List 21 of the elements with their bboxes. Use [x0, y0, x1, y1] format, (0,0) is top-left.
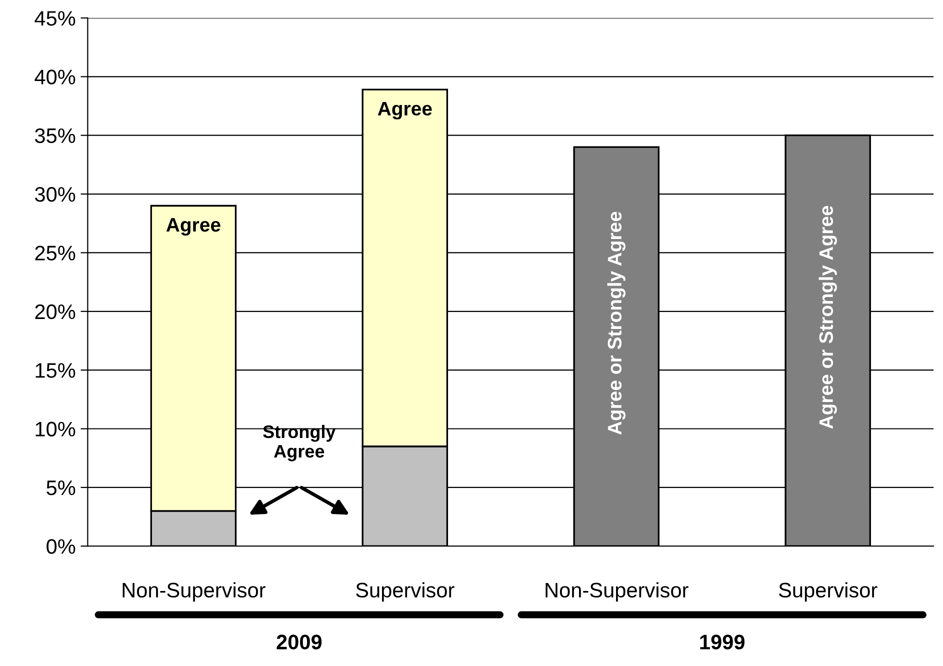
x-tick-label: Non-Supervisor — [546, 582, 688, 602]
y-tick-label: 40% — [34, 70, 76, 84]
series-label: Agree — [378, 102, 432, 120]
text: Agree or Strongly Agree — [818, 206, 837, 429]
y-tick-label: 30% — [34, 187, 76, 202]
text: 2009 — [276, 634, 322, 650]
y-tick-label: 35% — [34, 128, 76, 144]
y-tick-label: 10% — [36, 422, 76, 437]
x-tick-label: Supervisor — [778, 582, 878, 602]
y-tick-label: 45% — [34, 11, 76, 26]
y-tick-label: 5% — [46, 480, 76, 496]
series-label: Strongly Agree — [263, 424, 336, 462]
y-tick-label: 0% — [46, 539, 76, 554]
text: Agree — [166, 218, 220, 236]
y-tick-label: 25% — [35, 246, 76, 260]
x-tick-label: Supervisor — [356, 582, 454, 602]
y-tick-label: 20% — [35, 304, 76, 320]
series-label: Agree or Strongly Agree — [607, 212, 626, 435]
x-tick-label: Non-Supervisor — [122, 582, 266, 602]
y-tick-label: 15% — [36, 363, 76, 378]
text: 1999 — [700, 634, 745, 650]
